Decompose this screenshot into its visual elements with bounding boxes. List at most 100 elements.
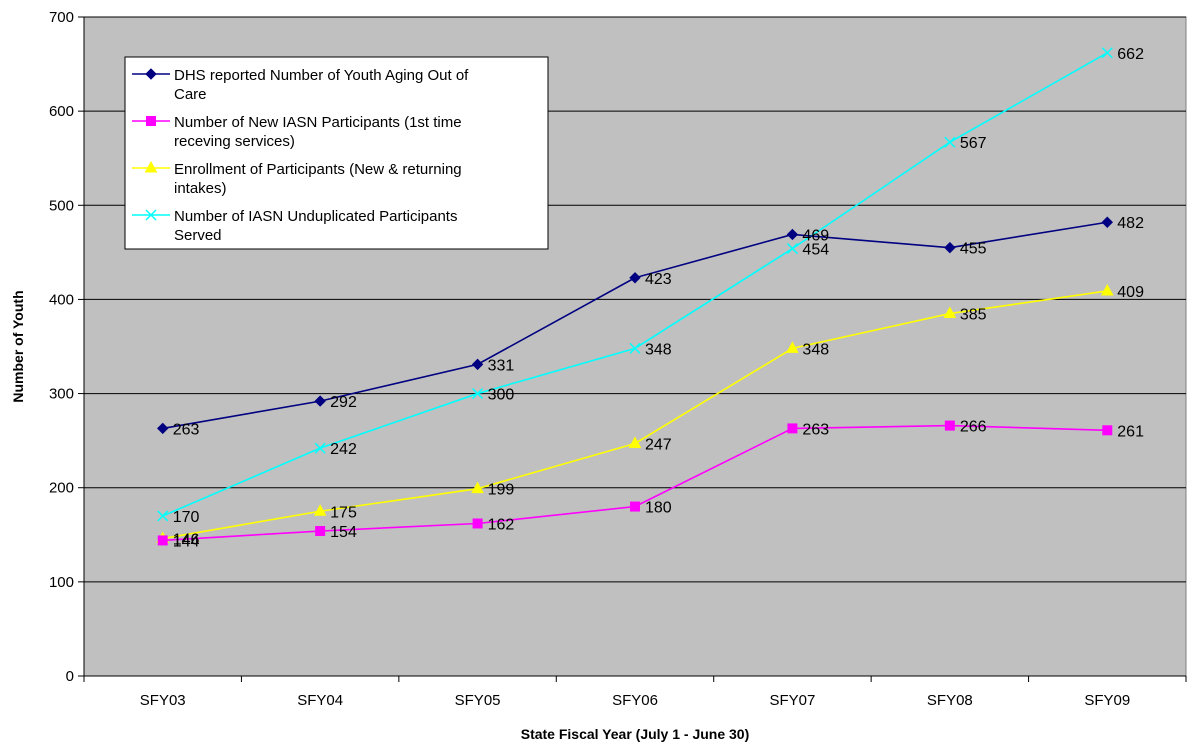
- y-tick-label: 300: [49, 386, 74, 403]
- x-marker-stroke: [944, 136, 956, 148]
- series-3-labels: 146 175 199 247 348 385 409: [173, 284, 1144, 549]
- series-2-point: [630, 501, 640, 512]
- legend-box: [124, 56, 549, 250]
- series-4-point: [629, 342, 641, 354]
- data-label: 331: [488, 357, 515, 374]
- x-marker-stroke: [629, 342, 641, 354]
- y-tick-label: 200: [49, 480, 74, 497]
- data-label: 300: [488, 387, 515, 404]
- x-tick-label: SFY08: [927, 692, 973, 709]
- y-axis-ticks: 0 100 200 300 400 500 600 700: [49, 9, 84, 685]
- legend: DHS reported Number of Youth Aging Out o…: [124, 56, 549, 250]
- x-axis-title: State Fiscal Year (July 1 - June 30): [521, 726, 750, 742]
- series-1: [157, 216, 1113, 435]
- legend-label: Served: [174, 227, 222, 244]
- series-3-point: [313, 504, 327, 516]
- y-tick-label: 0: [66, 668, 74, 685]
- legend-item-1: DHS reported Number of Youth Aging Out o…: [132, 67, 469, 103]
- legend-label: Care: [174, 86, 207, 103]
- y-tick-label: 100: [49, 574, 74, 591]
- data-label: 567: [960, 135, 987, 152]
- data-label: 162: [488, 516, 515, 533]
- legend-item-2: Number of New IASN Participants (1st tim…: [132, 114, 462, 150]
- series-1-point: [786, 228, 799, 241]
- legend-label: intakes): [174, 180, 227, 197]
- legend-label: DHS reported Number of Youth Aging Out o…: [174, 67, 469, 84]
- data-label: 175: [330, 504, 357, 521]
- series-3-point: [943, 306, 957, 319]
- legend-label: receving services): [174, 133, 295, 150]
- series-1-point: [314, 395, 326, 407]
- x-marker-stroke: [314, 442, 326, 454]
- data-label: 469: [802, 227, 829, 244]
- x-axis-ticks: SFY03 SFY04 SFY05 SFY06 SFY07 SFY08 SFY09: [83, 676, 1187, 709]
- x-marker-stroke: [472, 388, 484, 400]
- series-3-point: [1100, 283, 1114, 296]
- data-label: 263: [802, 421, 829, 438]
- legend-marker: [144, 160, 158, 173]
- x-tick-label: SFY05: [455, 692, 501, 709]
- legend-item-3: Enrollment of Participants (New & return…: [132, 160, 462, 197]
- series-4: [157, 47, 1113, 522]
- y-tick-label: 700: [49, 9, 74, 26]
- series-2-point: [472, 518, 483, 529]
- series-1-point: [1101, 216, 1113, 228]
- data-label: 409: [1117, 284, 1144, 301]
- y-tick-label: 400: [49, 291, 74, 308]
- x-marker-stroke: [157, 510, 169, 522]
- data-label: 154: [330, 524, 357, 541]
- data-label: 180: [645, 500, 672, 517]
- series-2-point: [787, 423, 798, 434]
- legend-marker: [145, 209, 157, 221]
- data-label: 144: [173, 533, 200, 550]
- data-label: 423: [645, 271, 672, 288]
- x-marker-stroke: [786, 243, 798, 255]
- series-4-point: [786, 243, 798, 255]
- legend-marker: [145, 68, 157, 80]
- data-label: 199: [488, 482, 515, 499]
- series-2-labels: 144 154 162 180 263 266 261: [173, 419, 1144, 551]
- x-marker-stroke: [1101, 47, 1113, 59]
- y-tick-label: 500: [49, 197, 74, 214]
- legend-item-4: Number of IASN Unduplicated Participants…: [132, 208, 457, 244]
- data-label: 247: [645, 436, 672, 453]
- series-1-point: [629, 272, 641, 284]
- series-4-labels: 170 242 300 348 454 567 662: [173, 46, 1144, 526]
- data-label: 170: [173, 509, 200, 526]
- x-tick-label: SFY09: [1084, 692, 1130, 709]
- series-2-point: [1102, 425, 1113, 436]
- x-tick-label: SFY04: [297, 692, 343, 709]
- series-4-point: [314, 442, 326, 454]
- data-label: 454: [802, 242, 829, 259]
- series-2-point: [315, 526, 326, 537]
- data-label: 482: [1117, 215, 1144, 232]
- data-label: 242: [330, 441, 357, 458]
- series-1-labels: 263 292 331 423 469 455 482: [173, 215, 1144, 438]
- series-1-point: [471, 358, 484, 371]
- legend-label: Number of New IASN Participants (1st tim…: [174, 114, 462, 131]
- series-4-point: [944, 136, 956, 148]
- series-4-point: [1101, 47, 1113, 59]
- x-tick-label: SFY03: [140, 692, 186, 709]
- series-2: [157, 420, 1113, 546]
- series-2-point: [944, 420, 955, 431]
- data-label: 385: [960, 307, 987, 324]
- data-label: 455: [960, 241, 987, 258]
- series-4-point: [472, 388, 484, 400]
- data-label: 266: [960, 419, 987, 436]
- series-3-point: [786, 341, 799, 353]
- series-1-point: [157, 422, 169, 435]
- x-marker-stroke: [145, 209, 157, 221]
- x-tick-label: SFY07: [769, 692, 815, 709]
- data-label: 292: [330, 394, 357, 411]
- axes: [83, 17, 1186, 677]
- series-1-point: [944, 241, 956, 254]
- data-label: 146: [173, 532, 200, 549]
- data-label: 263: [173, 421, 200, 438]
- data-label: 348: [802, 341, 829, 358]
- data-label: 348: [645, 341, 672, 358]
- data-label: 662: [1117, 46, 1144, 63]
- y-tick-label: 600: [49, 103, 74, 120]
